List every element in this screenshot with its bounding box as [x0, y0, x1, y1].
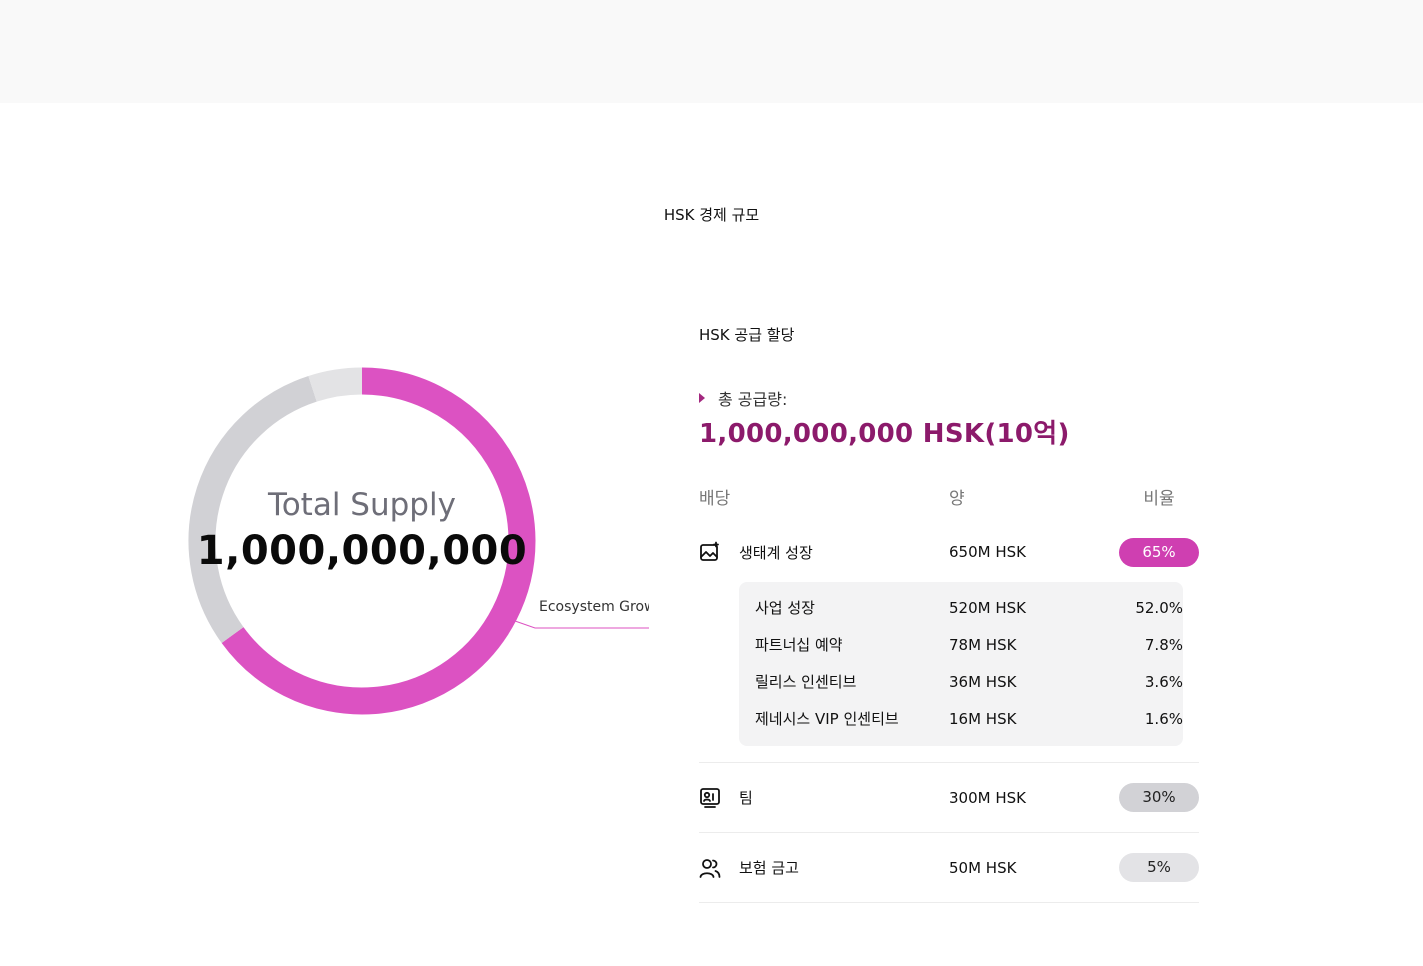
donut-svg	[188, 367, 649, 715]
allocation-percent-badge: 30%	[1119, 783, 1199, 812]
page-title: HSK 경제 규모	[663, 206, 760, 224]
allocation-row-ecosystem[interactable]: 생태계 성장 650M HSK 65%	[699, 528, 1199, 576]
donut-center-label: Total Supply	[268, 487, 456, 523]
header-name: 배당	[699, 489, 731, 509]
top-header-bar	[0, 0, 1423, 103]
donut-slice-2[interactable]	[308, 367, 363, 402]
donut-callout-label: Ecosystem Grow	[539, 599, 649, 615]
sub-name: 릴리스 인센티브	[755, 673, 857, 691]
row-divider	[699, 902, 1199, 903]
sub-amount: 36M HSK	[949, 673, 1017, 691]
sub-percent: 52.0%	[1135, 599, 1183, 617]
allocation-amount: 650M HSK	[949, 543, 1026, 561]
team-badge-icon	[699, 787, 721, 809]
sub-name: 제네시스 VIP 인센티브	[755, 710, 899, 728]
caret-right-icon	[699, 393, 705, 403]
sub-percent: 1.6%	[1144, 710, 1183, 728]
allocation-percent-badge: 5%	[1119, 853, 1199, 882]
allocation-row-team[interactable]: 팀 300M HSK 30%	[699, 763, 1199, 832]
users-icon	[699, 857, 721, 879]
allocation-amount: 300M HSK	[949, 788, 1026, 807]
allocation-percent-badge: 65%	[1119, 537, 1199, 567]
sub-percent: 3.6%	[1144, 673, 1183, 691]
sub-percent: 7.8%	[1144, 636, 1183, 654]
sub-amount: 16M HSK	[949, 710, 1017, 728]
ecosystem-breakdown: 사업 성장 520M HSK 52.0% 파트너십 예약 78M HSK 7.8…	[739, 582, 1183, 746]
sub-row: 릴리스 인센티브 36M HSK 3.6%	[739, 664, 1183, 701]
total-supply-value: 1,000,000,000 HSK(10억)	[699, 419, 1070, 449]
sub-row: 파트너십 예약 78M HSK 7.8%	[739, 627, 1183, 664]
allocation-amount: 50M HSK	[949, 858, 1017, 877]
header-amount: 양	[949, 489, 965, 509]
allocation-row-insurance[interactable]: 보험 금고 50M HSK 5%	[699, 833, 1199, 902]
sub-name: 사업 성장	[755, 599, 815, 617]
donut-callout-line	[514, 620, 649, 629]
total-supply-label-row: 총 공급량:	[699, 386, 1199, 410]
sub-amount: 78M HSK	[949, 636, 1017, 654]
image-sparkle-icon	[699, 541, 721, 563]
sub-amount: 520M HSK	[949, 599, 1026, 617]
allocation-panel: HSK 공급 할당 총 공급량: 1,000,000,000 HSK(10억) …	[699, 320, 1199, 903]
allocation-table-header: 배당 양 비율	[699, 486, 1199, 512]
sub-name: 파트너십 예약	[755, 636, 843, 654]
donut-center-value: 1,000,000,000	[196, 528, 528, 574]
donut-slice-0[interactable]	[221, 367, 536, 715]
sub-row: 제네시스 VIP 인센티브 16M HSK 1.6%	[739, 701, 1183, 738]
header-percent: 비율	[1143, 489, 1175, 509]
sub-row: 사업 성장 520M HSK 52.0%	[739, 590, 1183, 627]
supply-donut-chart: Total Supply 1,000,000,000 Ecosystem Gro…	[160, 340, 660, 760]
row-divider	[699, 832, 1199, 833]
allocation-name: 팀	[739, 789, 753, 807]
total-supply-label: 총 공급량:	[718, 390, 788, 409]
donut-slice-1[interactable]	[188, 375, 317, 643]
allocation-name: 생태계 성장	[739, 543, 813, 562]
row-divider	[699, 762, 1199, 763]
allocation-title: HSK 공급 할당	[699, 326, 795, 344]
allocation-name: 보험 금고	[739, 859, 799, 877]
